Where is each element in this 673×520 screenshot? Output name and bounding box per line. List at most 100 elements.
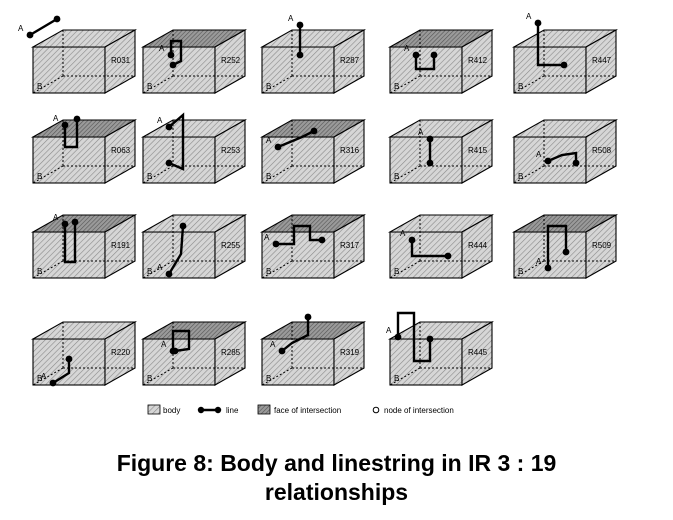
linestring [168, 112, 185, 171]
point-b-label: B [37, 267, 42, 276]
relation-R220: AB R220 [30, 321, 138, 387]
body-front-face [32, 136, 106, 184]
relation-id-label: R412 [468, 56, 488, 65]
point-b-label: B [37, 172, 42, 181]
body-side-face [461, 119, 493, 184]
legend-line-label: line [226, 406, 239, 415]
linestring [276, 224, 322, 246]
point-b-label: B [394, 82, 399, 91]
body-side-face [585, 29, 617, 94]
point-b-label: B [266, 172, 271, 181]
point-a-label: A [526, 12, 532, 21]
linestring [547, 151, 578, 163]
relation-R319: A B R319 [259, 313, 367, 386]
body-side-face [104, 214, 136, 279]
body-front-face [32, 46, 106, 94]
hidden-edge [261, 165, 293, 184]
linestring-end-point [310, 127, 318, 135]
point-a-label: A [418, 128, 424, 137]
linestring-start-point [274, 143, 282, 151]
linestring [167, 225, 185, 275]
linestring-start-point [412, 51, 420, 59]
relation-R285: A B R285 [140, 321, 248, 386]
point-b-label: B [147, 82, 152, 91]
linestring-start-point [544, 157, 552, 165]
linestring-end-point [171, 347, 179, 355]
linestring-end-point [430, 51, 438, 59]
point-a-label: A [404, 44, 410, 53]
relation-id-label: R191 [111, 241, 131, 250]
relation-R317: A B R317 [259, 214, 367, 279]
linestring-end-point [318, 236, 326, 244]
point-a-label: A [536, 150, 542, 159]
point-a-label: A [157, 116, 163, 125]
body-front-face [261, 338, 335, 386]
relation-id-label: R444 [468, 241, 488, 250]
relation-R508: A B R508 [511, 119, 619, 184]
body-front-face [389, 338, 463, 386]
relation-id-label: R319 [340, 348, 360, 357]
relation-id-label: R255 [221, 241, 241, 250]
relation-R031: A B R031 [18, 15, 138, 94]
relation-R415: A B R415 [387, 119, 495, 184]
relation-id-label: R253 [221, 146, 241, 155]
point-a-label: A [41, 372, 47, 381]
point-a-label: A [264, 233, 270, 242]
relation-R447: A B R447 [511, 12, 619, 94]
relation-R252: A B R252 [140, 29, 248, 94]
hidden-edge [32, 367, 64, 386]
relation-R253: A B R253 [140, 112, 248, 184]
relation-R255: AB R255 [140, 214, 248, 279]
hidden-edge [513, 260, 545, 279]
relation-R191: A B R191 [30, 213, 138, 279]
linestring [536, 23, 564, 67]
legend-body-swatch [147, 404, 161, 415]
hidden-edge [142, 165, 174, 184]
figure-canvas: ABR031ABR252ABR287ABR412ABR447ABR063ABR2… [18, 12, 619, 415]
body-front-face [513, 46, 587, 94]
legend-face-swatch [257, 404, 271, 415]
point-b-label: B [266, 374, 271, 383]
point-b-label: B [147, 267, 152, 276]
relation-id-label: R415 [468, 146, 488, 155]
hidden-edge [142, 260, 174, 279]
linestring [396, 311, 432, 363]
linestring-start-point [165, 270, 173, 278]
relation-id-label: R447 [592, 56, 612, 65]
body-side-face [333, 29, 365, 94]
hidden-edge [32, 165, 64, 184]
hidden-edge [513, 165, 545, 184]
figure-caption-line1: Figure 8: Body and linestring in IR 3 : … [116, 450, 557, 476]
linestring-start-point [544, 264, 552, 272]
point-a-label: A [270, 340, 276, 349]
relation-id-label: R063 [111, 146, 131, 155]
body-side-face [214, 214, 246, 279]
linestring [52, 359, 71, 385]
linestring-end-point [572, 159, 580, 167]
body-front-face [142, 46, 216, 94]
point-a-label: A [400, 229, 406, 238]
linestring [546, 224, 568, 268]
relation-R287: A B R287 [259, 14, 367, 94]
point-b-label: B [266, 82, 271, 91]
body-side-face [333, 321, 365, 386]
body-front-face [142, 231, 216, 279]
linestring-start-point [278, 347, 286, 355]
linestring-end-point [169, 61, 177, 69]
linestring [171, 329, 191, 353]
hidden-edge [261, 260, 293, 279]
linestring-end-point [444, 252, 452, 260]
relation-R316: A B R316 [259, 119, 367, 184]
point-a-label: A [53, 114, 59, 123]
body-side-face [585, 119, 617, 184]
point-b-label: B [518, 172, 523, 181]
linestring [63, 119, 79, 149]
legend: body line face of intersection node of i… [147, 404, 454, 415]
relation-id-label: R508 [592, 146, 612, 155]
point-b-label: B [394, 374, 399, 383]
linestring-start-point [61, 220, 69, 228]
linestring [410, 240, 448, 258]
relation-id-label: R252 [221, 56, 241, 65]
legend-face-label: face of intersection [274, 406, 341, 415]
point-b-label: B [37, 374, 42, 383]
